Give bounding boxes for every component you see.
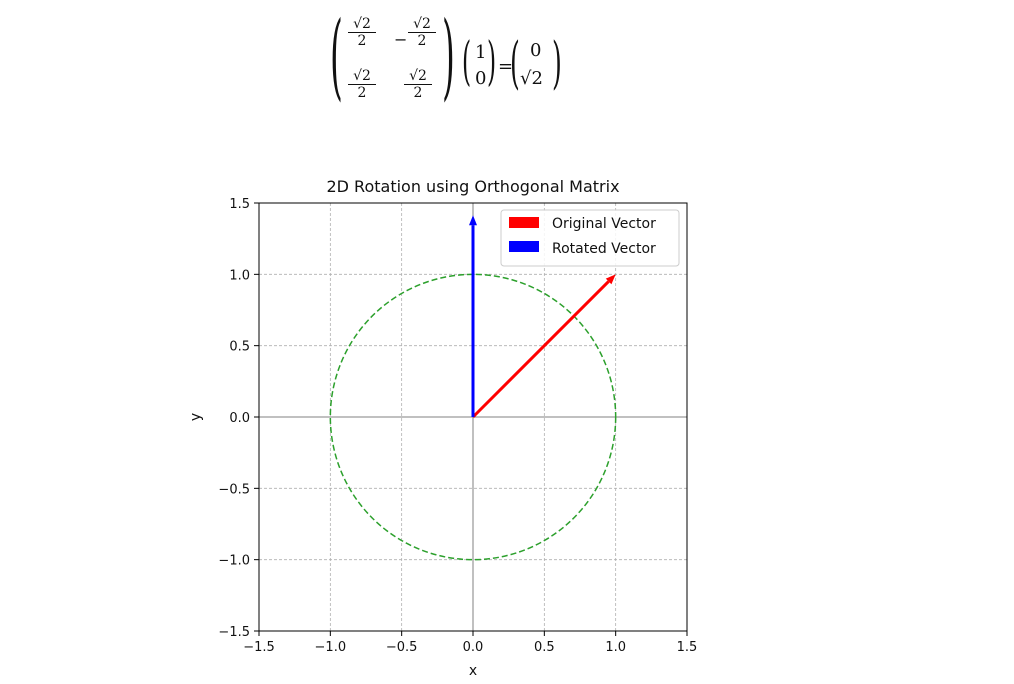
matrix-right-paren: ) (442, 2, 455, 111)
equals-sign: = (498, 56, 514, 77)
y-tick-label: 1.0 (229, 268, 250, 283)
chart-title: 2D Rotation using Orthogonal Matrix (326, 177, 619, 196)
legend: Original Vector Rotated Vector (500, 209, 680, 267)
matrix-left-paren: ( (330, 2, 343, 111)
y-tick-label: −1.0 (218, 554, 250, 569)
x-tick-label: 0.5 (534, 640, 555, 655)
y-tick-label: 0.0 (229, 411, 250, 426)
x-tick-label: 0.0 (463, 640, 484, 655)
matrix-entry-11-denominator: 2 (357, 33, 367, 50)
matrix-entry-12-numerator: √2 (408, 16, 436, 34)
x-ticks: −1.5 −1.0 −0.5 0.0 0.5 1.0 1.5 (243, 631, 697, 655)
input-vector-left-paren: ( (462, 32, 472, 92)
y-tick-label: −1.5 (218, 625, 250, 640)
legend-label-original: Original Vector (552, 216, 656, 232)
output-vector-left-paren: ( (510, 31, 520, 96)
matrix-entry-12-minus: − (394, 30, 408, 49)
rotated-vector-head (469, 215, 477, 226)
matrix-entry-22-denominator: 2 (413, 85, 423, 102)
matrix-entry-21-numerator: √2 (348, 68, 376, 86)
x-tick-label: −0.5 (386, 640, 418, 655)
x-tick-label: 1.5 (677, 640, 698, 655)
matrix-entry-21: √2 2 (348, 68, 376, 101)
unit-circle (329, 273, 617, 561)
y-ticks: −1.5 −1.0 −0.5 0.0 0.5 1.0 1.5 (218, 197, 259, 640)
legend-label-rotated: Rotated Vector (552, 241, 656, 257)
matrix-entry-12-denominator: 2 (417, 33, 427, 50)
y-tick-label: 1.5 (229, 197, 250, 212)
original-vector-shaft (471, 280, 610, 419)
input-vector-bottom: 0 (475, 68, 487, 89)
input-vector-top: 1 (475, 42, 487, 63)
output-vector-top: 0 (530, 40, 542, 61)
matrix-entry-12: √2 2 (408, 16, 436, 49)
x-axis-label: x (469, 663, 477, 679)
rotation-equation: ( √2 2 − √2 2 √2 2 √2 2 ) ( 1 0 ) = ( 0 … (330, 10, 580, 122)
legend-swatch-original (509, 217, 539, 228)
x-tick-label: −1.5 (243, 640, 275, 655)
legend-box (500, 209, 680, 267)
x-tick-label: 1.0 (605, 640, 626, 655)
output-vector-right-paren: ) (552, 31, 562, 96)
matrix-entry-22: √2 2 (404, 68, 432, 101)
matrix-entry-22-numerator: √2 (404, 68, 432, 86)
matrix-entry-11: √2 2 (348, 16, 376, 49)
unit-circle-layer (329, 273, 617, 561)
x-tick-label: −1.0 (315, 640, 347, 655)
legend-swatch-rotated (509, 241, 539, 252)
matrix-entry-11-numerator: √2 (348, 16, 376, 34)
y-tick-label: 0.5 (229, 340, 250, 355)
y-axis-label: y (188, 413, 204, 421)
original-vector-head (605, 274, 616, 285)
matrix-entry-21-denominator: 2 (357, 85, 367, 102)
output-vector-bottom: √2 (520, 68, 543, 89)
y-tick-label: −0.5 (218, 482, 250, 497)
vector-arrows (469, 215, 616, 419)
input-vector-right-paren: ) (487, 32, 497, 92)
